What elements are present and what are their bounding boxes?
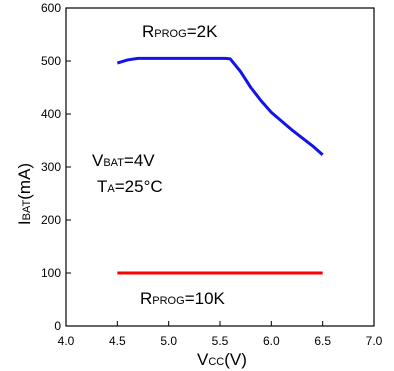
y-tick-label: 200 bbox=[41, 213, 61, 227]
y-tick-label: 600 bbox=[41, 1, 61, 15]
y-axis-label: IBAT(mA) bbox=[15, 163, 34, 225]
plot-frame bbox=[65, 7, 375, 327]
series-layer bbox=[116, 56, 324, 275]
y-tick-label: 100 bbox=[41, 266, 61, 280]
series-line-rprog-2k bbox=[116, 56, 324, 156]
annotation-rprog-2k: RPROG=2K bbox=[142, 22, 218, 41]
annotation-ta: TA=25°C bbox=[97, 177, 163, 196]
y-tick-label: 300 bbox=[41, 160, 61, 174]
y-tick-label: 400 bbox=[41, 107, 61, 121]
annotation-rprog-10k: RPROG=10K bbox=[140, 289, 226, 308]
x-tick-label: 6.5 bbox=[314, 334, 331, 348]
x-tick-label: 7.0 bbox=[366, 334, 383, 348]
x-tick-label: 4.5 bbox=[109, 334, 126, 348]
x-axis-label: VCC(V) bbox=[197, 350, 247, 369]
y-tick-label: 500 bbox=[41, 54, 61, 68]
x-tick-label: 5.0 bbox=[160, 334, 177, 348]
tick-labels: 4.0 4.5 5.0 5.5 6.0 6.5 7.0 0 100 200 300 400 500 600 bbox=[41, 1, 383, 348]
x-tick-label: 4.0 bbox=[58, 334, 75, 348]
x-tick-label: 5.5 bbox=[212, 334, 229, 348]
y-tick-label: 0 bbox=[54, 319, 61, 333]
annotation-vbat: VBAT=4V bbox=[92, 151, 155, 170]
x-tick-label: 6.0 bbox=[263, 334, 280, 348]
